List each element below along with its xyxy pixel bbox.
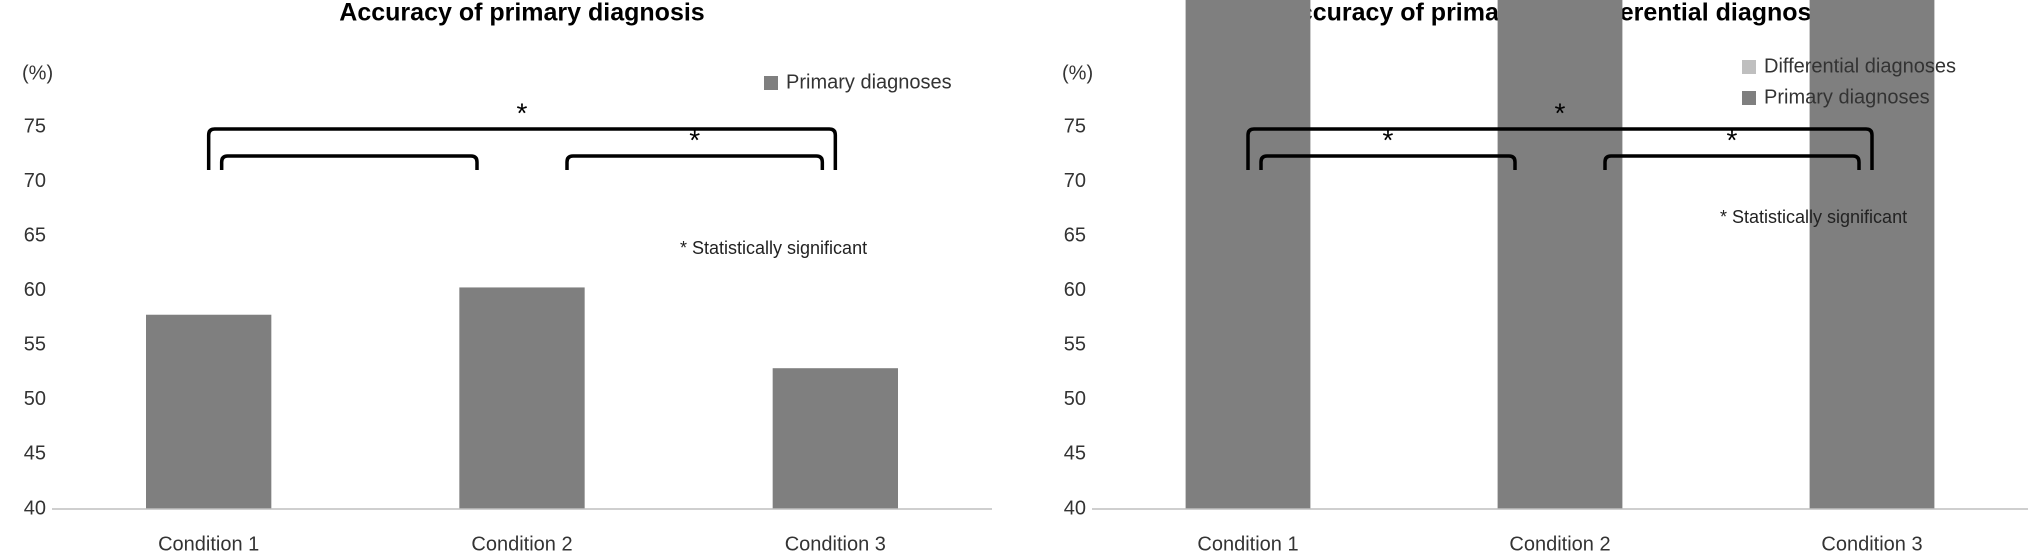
- significance-bracket: [1259, 154, 1517, 170]
- y-tick-label: 55: [24, 334, 46, 356]
- significance-star: *: [689, 124, 700, 155]
- y-tick-label: 40: [24, 497, 46, 519]
- x-tick-label: Condition 3: [785, 533, 886, 555]
- legend-label: Differential diagnoses: [1764, 55, 1956, 77]
- significance-star: *: [1383, 124, 1394, 155]
- bar: [1497, 0, 1623, 509]
- x-tick-label: Condition 1: [1197, 533, 1298, 555]
- significance-bracket: [565, 154, 825, 170]
- y-tick-label: 40: [1064, 497, 1086, 519]
- significance-bracket: [1246, 127, 1874, 170]
- y-tick-label: 45: [1064, 443, 1086, 465]
- significance-note: * Statistically significant: [680, 238, 867, 258]
- x-tick-label: Condition 1: [158, 533, 259, 555]
- legend-swatch: [764, 76, 778, 90]
- y-tick-label: 65: [1064, 224, 1086, 246]
- bar: [772, 368, 898, 509]
- y-tick-label: 70: [24, 170, 46, 192]
- bar: [459, 287, 585, 509]
- y-tick-label: 70: [1064, 170, 1086, 192]
- y-tick-label: 50: [24, 388, 46, 410]
- legend-label: Primary diagnoses: [1764, 86, 1930, 108]
- significance-bracket: [206, 127, 838, 170]
- legend-label: Primary diagnoses: [786, 71, 952, 93]
- y-tick-label: 50: [1064, 388, 1086, 410]
- y-tick-label: 55: [1064, 334, 1086, 356]
- x-tick-label: Condition 3: [1821, 533, 1922, 555]
- legend-swatch: [1742, 60, 1756, 74]
- y-axis-label: (%): [1062, 62, 1093, 84]
- y-tick-label: 60: [1064, 279, 1086, 301]
- bar: [146, 314, 272, 509]
- bar: [1185, 0, 1311, 509]
- significance-star: *: [517, 97, 528, 128]
- y-tick-label: 45: [24, 443, 46, 465]
- x-tick-label: Condition 2: [471, 533, 572, 555]
- y-axis-label: (%): [22, 62, 53, 84]
- chart-title: Accuracy of primary diagnosis: [339, 0, 704, 27]
- significance-bracket: [219, 154, 479, 170]
- y-tick-label: 75: [1064, 115, 1086, 137]
- significance-bracket: [1603, 154, 1861, 170]
- significance-star: *: [1555, 97, 1566, 128]
- significance-star: *: [1727, 124, 1738, 155]
- bar: [1809, 0, 1935, 510]
- significance-note: * Statistically significant: [1720, 207, 1907, 227]
- x-tick-label: Condition 2: [1509, 533, 1610, 555]
- y-tick-label: 75: [24, 115, 46, 137]
- y-tick-label: 60: [24, 279, 46, 301]
- legend-swatch: [1742, 91, 1756, 105]
- y-tick-label: 65: [24, 224, 46, 246]
